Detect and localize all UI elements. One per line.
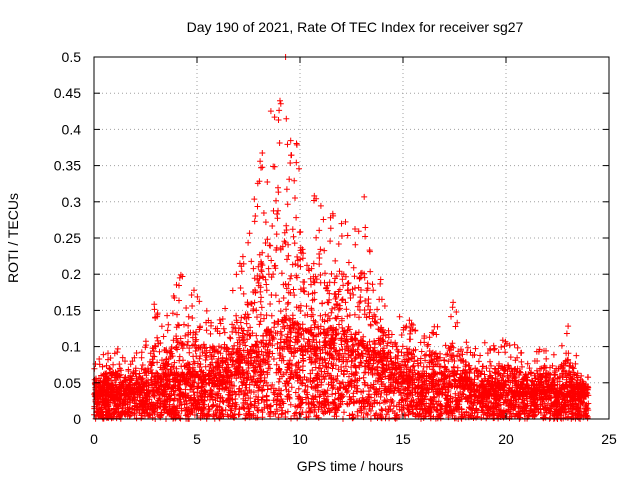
y-tick-label: 0.5: [62, 49, 82, 65]
ticks: [93, 56, 610, 420]
y-axis-label: ROTI / TECUs: [5, 193, 21, 283]
grid: [94, 57, 609, 419]
x-tick-label: 20: [498, 431, 514, 447]
x-tick-label: 5: [193, 431, 201, 447]
y-tick-label: 0.15: [54, 302, 81, 318]
y-tick-label: 0.1: [62, 339, 82, 355]
y-tick-labels: 0 0.05 0.1 0.15 0.2 0.25 0.3 0.35 0.4 0.45 0.5: [54, 49, 81, 427]
y-tick-label: 0: [73, 411, 81, 427]
x-axis-label: GPS time / hours: [297, 458, 404, 474]
data-points: [91, 54, 592, 422]
y-tick-label: 0.3: [62, 194, 82, 210]
chart-title: Day 190 of 2021, Rate Of TEC Index for r…: [187, 19, 524, 35]
y-tick-label: 0.05: [54, 375, 81, 391]
x-tick-label: 15: [395, 431, 411, 447]
y-tick-label: 0.4: [62, 121, 82, 137]
scatter-markers: [91, 54, 592, 422]
x-tick-label: 25: [601, 431, 617, 447]
y-tick-label: 0.2: [62, 266, 82, 282]
y-tick-label: 0.25: [54, 230, 81, 246]
x-tick-labels: 0 5 10 15 20 25: [90, 431, 617, 447]
x-tick-label: 10: [292, 431, 308, 447]
y-tick-label: 0.35: [54, 158, 81, 174]
y-tick-label: 0.45: [54, 85, 81, 101]
x-tick-label: 0: [90, 431, 98, 447]
